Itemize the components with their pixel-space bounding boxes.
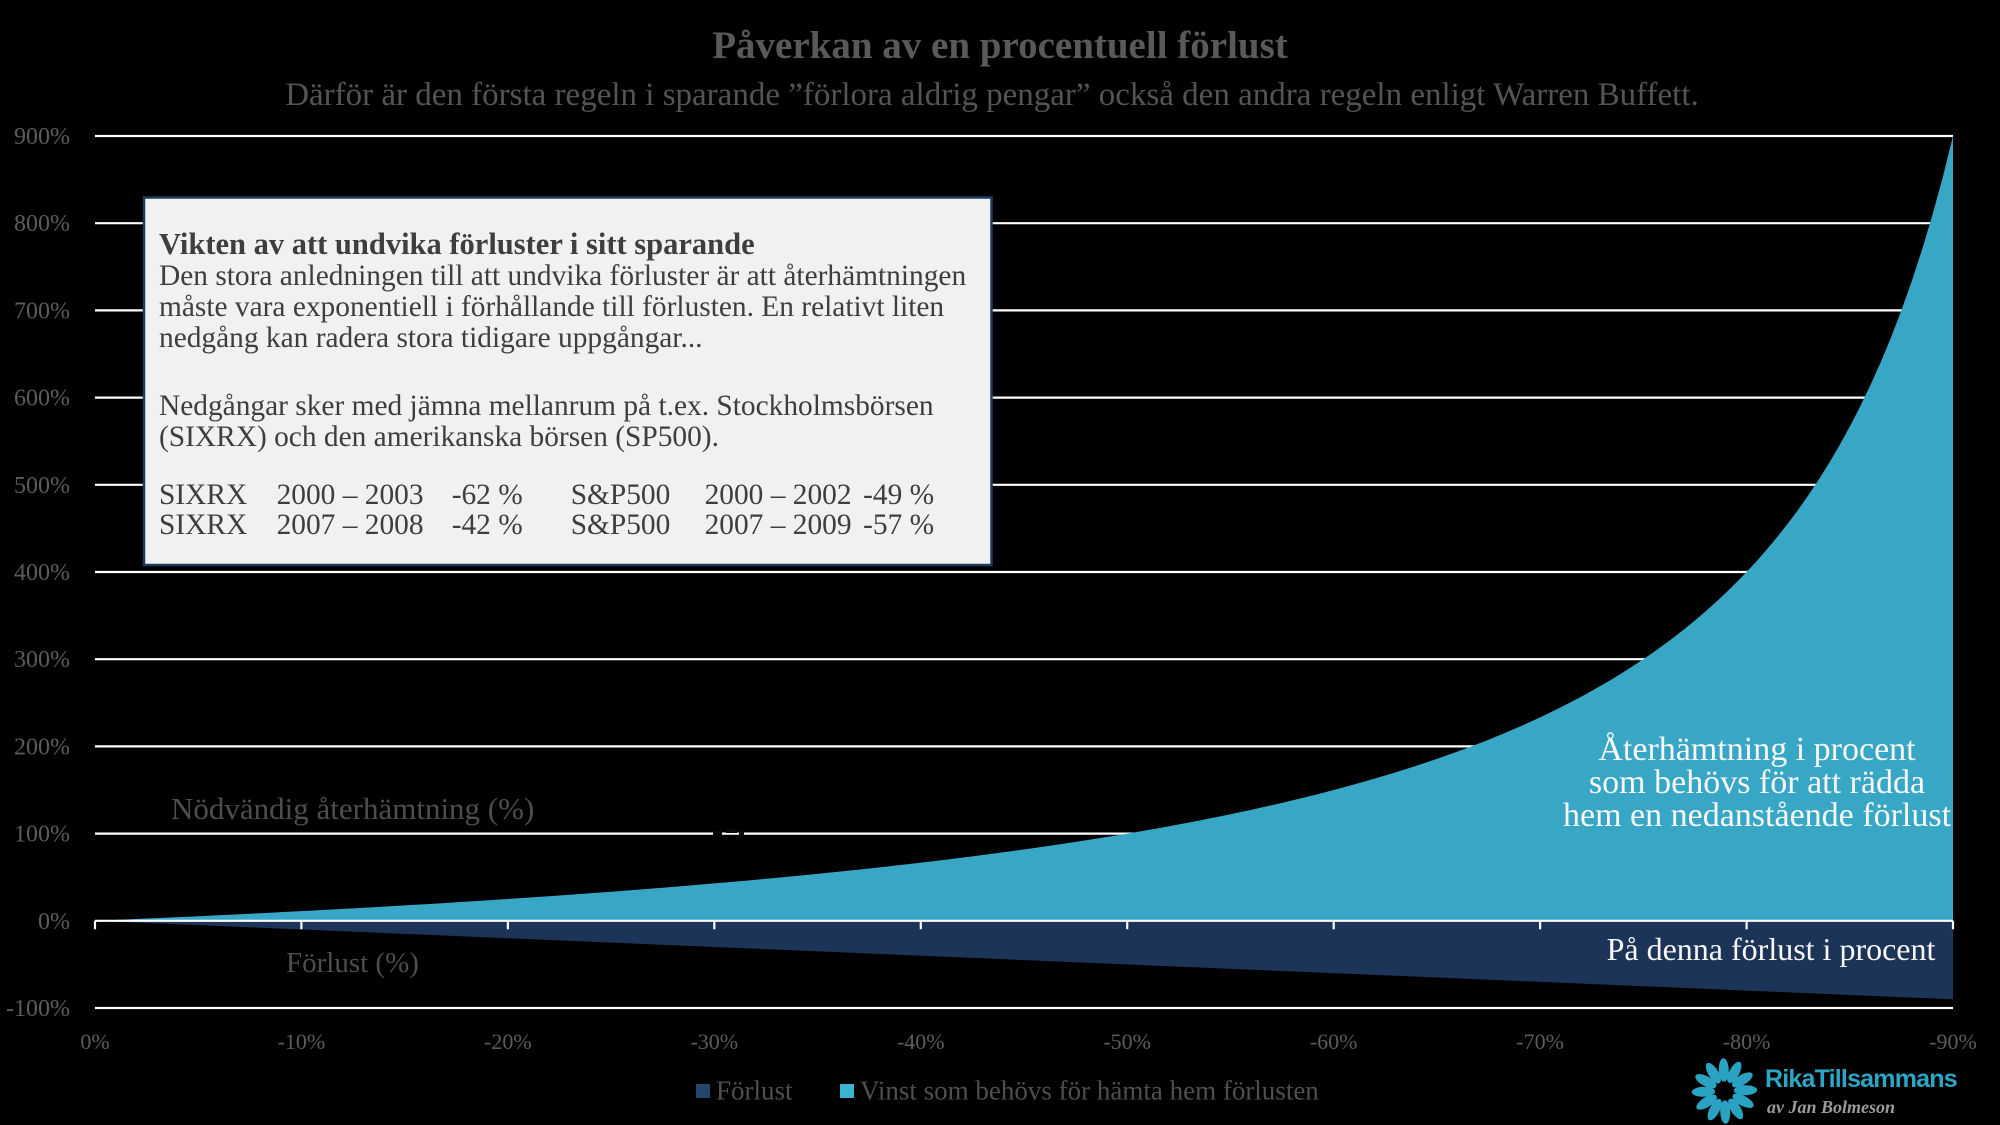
svg-text:-40%: -40% [897,1029,945,1054]
svg-text:-70%: -70% [1516,1029,1564,1054]
svg-text:(SIXRX) och den amerikanska bö: (SIXRX) och den amerikanska börsen (SP50… [159,421,719,453]
svg-text:600%: 600% [14,386,70,412]
svg-text:-30%: -30% [690,1029,738,1054]
svg-text:0%: 0% [80,1029,109,1054]
svg-text:100%: 100% [14,822,70,848]
svg-text:400%: 400% [14,560,70,586]
svg-text:700%: 700% [14,298,70,324]
svg-text:2000 – 2003: 2000 – 2003 [277,479,424,511]
svg-text:SIXRX: SIXRX [159,509,247,541]
svg-text:hem en nedanstående förlust: hem en nedanstående förlust [1563,797,1952,834]
svg-text:Förlust (%): Förlust (%) [286,947,419,979]
svg-text:Påverkan av en procentuell för: Påverkan av en procentuell förlust [712,24,1288,67]
svg-text:Nedgångar sker med jämna mella: Nedgångar sker med jämna mellanrum på t.… [159,390,934,422]
svg-text:-49 %: -49 % [863,479,934,511]
svg-text:2000 – 2002: 2000 – 2002 [705,479,852,511]
svg-text:200%: 200% [14,734,70,760]
svg-text:av Jan Bolmeson: av Jan Bolmeson [1767,1097,1895,1117]
svg-text:2007 – 2008: 2007 – 2008 [277,509,424,541]
svg-text:-50%: -50% [1103,1029,1151,1054]
svg-text:-57 %: -57 % [863,509,934,541]
svg-text:måste vara exponentiell i förh: måste vara exponentiell i förhållande ti… [159,291,944,323]
svg-text:-20%: -20% [484,1029,532,1054]
svg-text:500%: 500% [14,473,70,499]
svg-text:900%: 900% [14,124,70,150]
svg-text:nedgång kan radera stora tidig: nedgång kan radera stora tidigare uppgån… [159,322,703,354]
svg-text:-42 %: -42 % [452,509,523,541]
svg-text:SIXRX: SIXRX [159,479,247,511]
svg-text:som behövs för att rädda: som behövs för att rädda [1589,764,1925,801]
svg-text:Därför är den första regeln i: Därför är den första regeln i sparande ”… [285,77,1699,113]
svg-text:-90%: -90% [1929,1029,1977,1054]
svg-text:RikaTillsammans: RikaTillsammans [1765,1065,1957,1093]
svg-text:-80%: -80% [1723,1029,1771,1054]
svg-text:Återhämtning i procent: Återhämtning i procent [1598,731,1916,768]
svg-text:Nödvändig återhämtning (%): Nödvändig återhämtning (%) [171,791,534,826]
svg-text:S&P500: S&P500 [571,509,671,541]
svg-text:300%: 300% [14,647,70,673]
svg-text:-100%: -100% [6,996,70,1022]
svg-text:Förlust: Förlust [716,1076,793,1106]
svg-text:Den stora anledningen till att: Den stora anledningen till att undvika f… [159,260,966,292]
svg-text:S&P500: S&P500 [571,479,671,511]
svg-text:-62 %: -62 % [452,479,523,511]
svg-text:Vikten av att undvika förluste: Vikten av att undvika förluster i sitt s… [159,227,755,261]
svg-text:800%: 800% [14,211,70,237]
svg-text:2007 – 2009: 2007 – 2009 [705,509,852,541]
svg-text:0%: 0% [38,909,70,935]
svg-text:-60%: -60% [1310,1029,1358,1054]
svg-text:På denna förlust i procent: På denna förlust i procent [1607,931,1936,967]
svg-text:Vinst som behövs för hämta hem: Vinst som behövs för hämta hem förlusten [860,1076,1319,1106]
svg-text:-10%: -10% [278,1029,326,1054]
